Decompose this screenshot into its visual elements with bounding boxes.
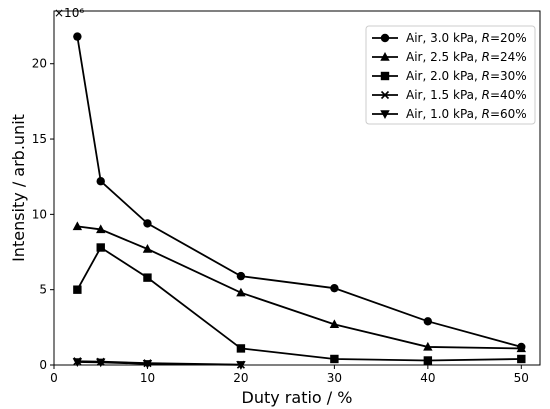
data-point	[236, 287, 246, 297]
data-point	[96, 243, 105, 252]
x-tick-label: 20	[233, 371, 248, 385]
x-axis: 0 10 20 30 40 50	[50, 365, 529, 385]
data-point	[330, 354, 339, 364]
data-point	[96, 358, 106, 368]
data-point	[96, 224, 106, 234]
series-line	[76, 246, 522, 362]
data-point	[329, 319, 340, 329]
plot-area	[72, 32, 527, 370]
data-point	[423, 356, 433, 365]
legend: Air, 3.0 kPa, R=20% Air, 2.5 kPa, R=24% Ai…	[365, 25, 536, 125]
legend-item: Air, 1.0 kPa, R=60%	[372, 107, 527, 121]
data-point	[96, 177, 105, 186]
x-tick-label: 40	[420, 371, 435, 385]
data-point	[423, 341, 433, 351]
data-point	[330, 283, 339, 293]
data-point	[143, 219, 152, 228]
x-tick-label: 50	[514, 371, 529, 385]
legend-label: Air, 3.0 kPa, R=20%	[406, 31, 527, 45]
legend-marker	[380, 110, 390, 119]
legend-label: Air, 2.0 kPa, R=30%	[406, 69, 527, 83]
data-point	[73, 32, 82, 41]
y-axis-title: Intensity / arb.unit	[9, 114, 28, 262]
data-point	[236, 344, 246, 353]
legend-marker	[380, 90, 390, 100]
series-line	[77, 361, 241, 366]
x-axis-title: Duty ratio / %	[242, 388, 353, 407]
y-tick-label: 15	[32, 132, 47, 146]
y-tick-label: 20	[32, 57, 47, 71]
legend-label: Air, 1.5 kPa, R=40%	[406, 88, 527, 102]
y-multiplier: ×10⁶	[54, 6, 84, 20]
series-line	[77, 225, 522, 350]
x-tick-label: 10	[140, 371, 155, 385]
legend-item: Air, 2.5 kPa, R=24%	[372, 50, 527, 64]
legend-item: Air, 1.5 kPa, R=40%	[372, 88, 527, 102]
data-point	[423, 317, 433, 326]
x-tick-label: 0	[50, 371, 58, 385]
data-point	[236, 271, 246, 281]
data-point	[517, 354, 526, 364]
legend-box	[365, 25, 536, 125]
legend-marker	[380, 33, 390, 43]
data-point	[143, 273, 152, 282]
legend-label: Air, 2.5 kPa, R=24%	[406, 50, 527, 64]
series-3	[73, 243, 526, 365]
data-point	[142, 360, 153, 369]
y-tick-label: 5	[39, 283, 47, 297]
data-point	[72, 358, 83, 367]
series-2	[72, 221, 527, 353]
legend-label: Air, 1.0 kPa, R=60%	[406, 107, 527, 121]
x-tick-label: 30	[327, 371, 342, 385]
legend-marker	[380, 71, 390, 81]
legend-marker	[380, 52, 390, 61]
y-tick-label: 10	[32, 207, 47, 221]
legend-item: Air, 3.0 kPa, R=20%	[372, 31, 527, 45]
legend-item: Air, 2.0 kPa, R=30%	[372, 69, 527, 83]
data-point	[516, 343, 527, 353]
data-point	[73, 285, 82, 294]
plot-frame	[53, 10, 541, 366]
data-point	[72, 221, 83, 231]
y-axis: 0 5 10 15 20	[32, 57, 54, 372]
y-tick-label: 0	[39, 358, 47, 372]
data-point	[142, 244, 153, 253]
